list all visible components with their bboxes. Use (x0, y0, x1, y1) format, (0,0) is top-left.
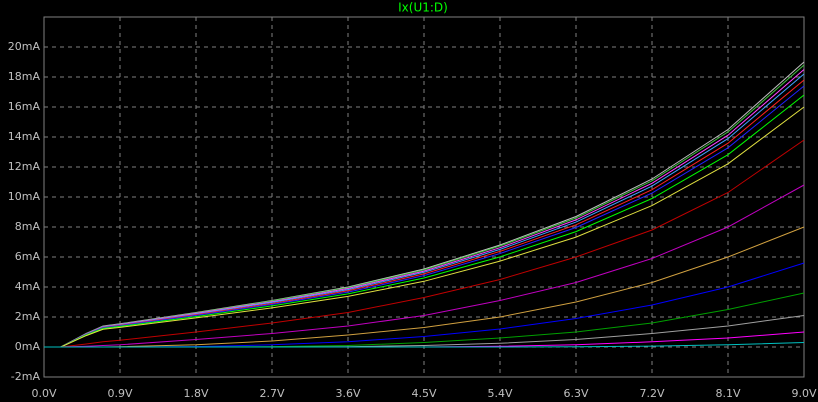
y-tick-label: 16mA (8, 100, 41, 113)
curve (44, 94, 805, 348)
curve (44, 139, 805, 348)
y-tick-label: 2mA (15, 310, 41, 323)
x-tick-label: 0.9V (107, 387, 132, 400)
y-tick-label: 8mA (15, 220, 41, 233)
x-tick-label: 5.4V (487, 387, 512, 400)
chart-title: Ix(U1:D) (398, 1, 448, 15)
x-tick-label: 6.3V (563, 387, 588, 400)
curve (44, 184, 805, 348)
x-tick-label: 4.5V (411, 387, 436, 400)
x-tick-label: 7.2V (639, 387, 664, 400)
y-tick-label: 14mA (8, 130, 41, 143)
x-tick-label: 0.0V (31, 387, 56, 400)
x-tick-label: 9.0V (791, 387, 816, 400)
x-tick-label: 8.1V (715, 387, 740, 400)
curve (44, 342, 805, 348)
x-tick-label: 2.7V (259, 387, 284, 400)
y-tick-label: 0mA (15, 340, 41, 353)
y-tick-label: 18mA (8, 70, 41, 83)
y-tick-label: -2mA (11, 370, 41, 383)
x-tick-label: 3.6V (335, 387, 360, 400)
y-tick-label: 6mA (15, 250, 41, 263)
x-tick-label: 1.8V (183, 387, 208, 400)
y-tick-label: 4mA (15, 280, 41, 293)
y-tick-label: 20mA (8, 40, 41, 53)
y-tick-label: 10mA (8, 190, 41, 203)
y-tick-label: 12mA (8, 160, 41, 173)
curve (44, 106, 805, 348)
